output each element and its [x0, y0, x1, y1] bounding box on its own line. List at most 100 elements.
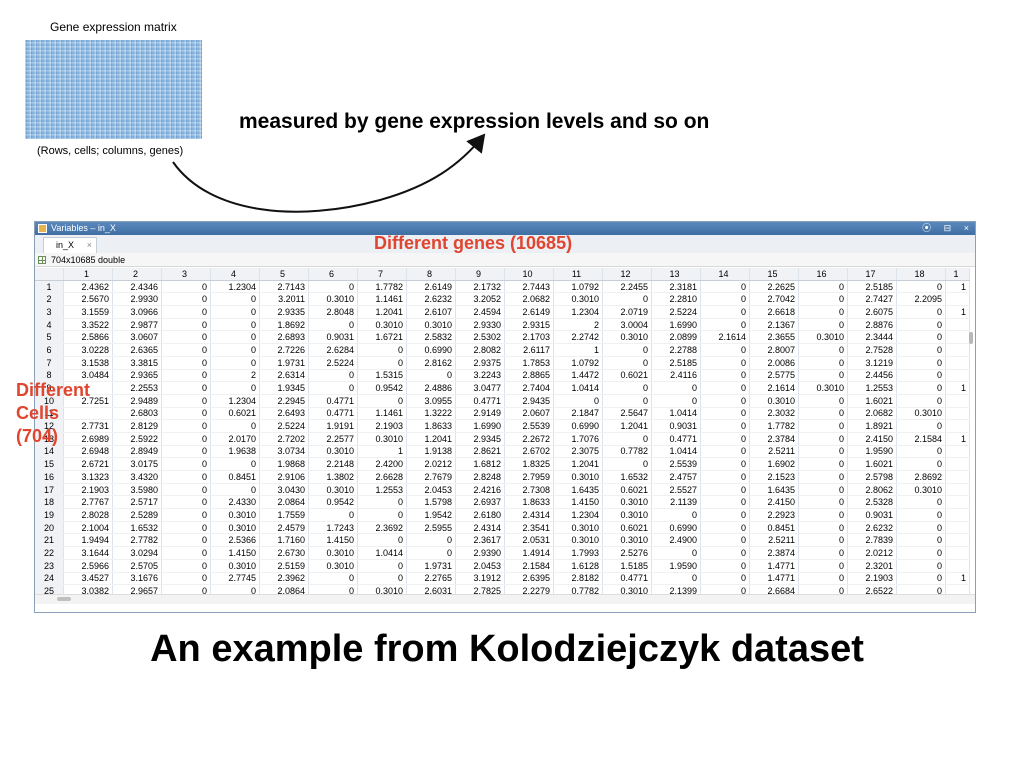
table-cell[interactable] [945, 356, 970, 370]
row-header[interactable]: 20 [35, 521, 64, 535]
table-cell[interactable]: 2.4900 [651, 533, 701, 548]
table-cell[interactable]: 3.0228 [63, 343, 113, 357]
table-cell[interactable]: 0 [161, 394, 211, 408]
table-cell[interactable]: 2.0212 [406, 457, 456, 471]
table-cell[interactable]: 0 [357, 495, 407, 510]
table-cell[interactable]: 2.8028 [63, 508, 113, 522]
table-cell[interactable]: 1.5798 [406, 495, 456, 510]
table-cell[interactable]: 2.8062 [847, 483, 897, 497]
table-cell[interactable]: 0.3010 [553, 292, 603, 307]
table-cell[interactable]: 0 [161, 483, 211, 497]
table-cell[interactable]: 2.1614 [749, 381, 799, 395]
table-cell[interactable]: 1.4771 [749, 559, 799, 573]
table-cell[interactable]: 0 [308, 369, 358, 383]
table-cell[interactable]: 0.3010 [210, 521, 260, 535]
table-cell[interactable]: 0.3010 [749, 394, 799, 408]
table-cell[interactable]: 0 [651, 572, 701, 586]
table-cell[interactable]: 2.5966 [63, 559, 113, 573]
table-cell[interactable]: 1.6721 [357, 330, 407, 345]
table-cell[interactable]: 0 [798, 394, 848, 408]
table-cell[interactable]: 1.2304 [210, 280, 260, 294]
horizontal-scroll-thumb[interactable] [57, 597, 71, 601]
row-header[interactable]: 13 [35, 432, 64, 446]
table-cell[interactable]: 2.0212 [847, 546, 897, 560]
table-cell[interactable]: 1.5185 [602, 559, 652, 573]
table-cell[interactable]: 0 [798, 508, 848, 522]
row-header[interactable]: 22 [35, 546, 64, 560]
table-cell[interactable]: 2.4314 [455, 521, 505, 535]
row-header[interactable]: 15 [35, 457, 64, 471]
table-cell[interactable]: 0 [602, 432, 652, 446]
table-cell[interactable]: 0 [210, 343, 260, 357]
table-cell[interactable]: 0 [798, 445, 848, 459]
table-cell[interactable]: 0 [896, 369, 946, 383]
table-cell[interactable]: 0 [896, 419, 946, 433]
table-cell[interactable]: 2.2553 [112, 381, 162, 395]
table-cell[interactable]: 2.6937 [455, 495, 505, 510]
table-cell[interactable]: 1.0414 [553, 381, 603, 395]
row-header[interactable]: 16 [35, 470, 64, 484]
table-cell[interactable]: 2.8876 [847, 318, 897, 332]
table-cell[interactable]: 1.6812 [455, 457, 505, 471]
table-cell[interactable]: 0.3010 [896, 407, 946, 421]
table-cell[interactable]: 1.7782 [357, 280, 407, 294]
table-cell[interactable]: 0 [896, 521, 946, 535]
table-cell[interactable]: 2.9330 [455, 318, 505, 332]
row-header[interactable]: 18 [35, 495, 64, 510]
table-cell[interactable]: 1 [553, 343, 603, 357]
table-cell[interactable]: 2.8129 [112, 419, 162, 433]
table-cell[interactable]: 2.6803 [112, 407, 162, 421]
table-cell[interactable]: 2.9489 [112, 394, 162, 408]
table-cell[interactable]: 0 [896, 457, 946, 471]
table-cell[interactable]: 0 [700, 280, 750, 294]
table-cell[interactable]: 2.2788 [651, 343, 701, 357]
table-cell[interactable]: 2.7251 [63, 394, 113, 408]
table-cell[interactable]: 2.2095 [896, 292, 946, 307]
table-cell[interactable]: 2.5775 [749, 369, 799, 383]
table-cell[interactable]: 0.8451 [210, 470, 260, 484]
table-cell[interactable]: 0 [210, 419, 260, 433]
table-cell[interactable]: 0 [161, 305, 211, 319]
table-cell[interactable]: 2.4314 [504, 508, 554, 522]
table-cell[interactable]: 1.2041 [406, 432, 456, 446]
table-cell[interactable]: 1.1461 [357, 292, 407, 307]
table-cell[interactable]: 1.3222 [406, 407, 456, 421]
table-cell[interactable]: 0 [700, 292, 750, 307]
table-cell[interactable]: 2.4200 [357, 457, 407, 471]
table-cell[interactable]: 2.4886 [406, 381, 456, 395]
table-cell[interactable]: 2.4757 [651, 470, 701, 484]
table-cell[interactable]: 0 [210, 483, 260, 497]
row-header[interactable]: 12 [35, 419, 64, 433]
table-cell[interactable]: 0 [406, 533, 456, 548]
table-cell[interactable]: 2.4594 [455, 305, 505, 319]
table-cell[interactable]: 0 [602, 457, 652, 471]
table-cell[interactable]: 0.3010 [357, 432, 407, 446]
table-cell[interactable]: 0.9542 [357, 381, 407, 395]
table-cell[interactable]: 2.5539 [651, 457, 701, 471]
table-cell[interactable]: 2.4362 [63, 280, 113, 294]
table-cell[interactable]: 2.1523 [749, 470, 799, 484]
table-cell[interactable]: 2.0899 [651, 330, 701, 345]
table-cell[interactable]: 1.6532 [112, 521, 162, 535]
table-cell[interactable]: 2.6730 [259, 546, 309, 560]
table-cell[interactable]: 1.7243 [308, 521, 358, 535]
column-header[interactable]: 9 [455, 268, 505, 281]
table-cell[interactable]: 2.7427 [847, 292, 897, 307]
column-header[interactable]: 11 [553, 268, 603, 281]
close-icon[interactable]: × [963, 223, 969, 233]
table-cell[interactable]: 0 [602, 343, 652, 357]
row-header[interactable]: 24 [35, 572, 64, 586]
table-cell[interactable]: 0.3010 [798, 330, 848, 345]
table-cell[interactable]: 1.6021 [847, 457, 897, 471]
table-cell[interactable]: 0 [798, 495, 848, 510]
table-cell[interactable]: 2.1004 [63, 521, 113, 535]
table-cell[interactable]: 2.8621 [455, 445, 505, 459]
table-cell[interactable]: 2.1139 [651, 495, 701, 510]
table-cell[interactable]: 2.1614 [700, 330, 750, 345]
row-header[interactable]: 23 [35, 559, 64, 573]
table-cell[interactable]: 0.3010 [602, 508, 652, 522]
table-cell[interactable]: 2.6149 [406, 280, 456, 294]
table-cell[interactable]: 2.6149 [504, 305, 554, 319]
table-cell[interactable]: 1.6990 [455, 419, 505, 433]
undock-icon[interactable]: ⊟ [943, 223, 952, 233]
